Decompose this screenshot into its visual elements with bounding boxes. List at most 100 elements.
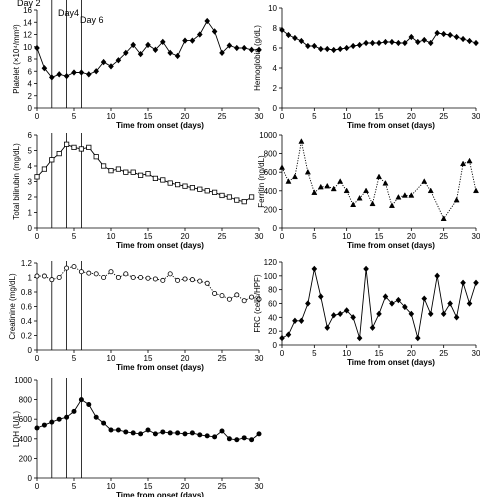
data-point [41, 65, 48, 72]
data-point [34, 273, 40, 279]
y-tick-label: 0 [273, 224, 278, 233]
data-point [145, 427, 151, 433]
x-tick-label: 10 [342, 349, 351, 358]
data-point [292, 317, 298, 324]
data-point [175, 277, 181, 283]
data-point [350, 314, 356, 321]
data-point [174, 181, 181, 188]
y-tick-label: 2 [28, 92, 33, 101]
data-point [343, 44, 350, 52]
series-line [281, 141, 477, 220]
data-point [108, 427, 114, 433]
data-point [279, 334, 285, 342]
series-line [36, 20, 259, 78]
data-point [41, 273, 47, 279]
chart-panel-ldh: 0 200 400 600 800 1000 0 5 10 15 20 25 30 Time from o… [12, 376, 264, 497]
y-tick-label: 20 [268, 327, 277, 336]
data-point [64, 414, 70, 420]
y-tick-label: 5 [28, 147, 33, 156]
x-tick-label: 10 [342, 112, 351, 121]
x-axis-label: Time from onset (days) [116, 241, 204, 250]
data-point [108, 168, 114, 174]
chart-panel-bilirubin: 0 1 2 3 4 5 6 0 5 10 15 20 25 30 Time from onset (days… [12, 131, 264, 250]
data-point [363, 39, 369, 47]
data-point [291, 173, 298, 180]
data-point [159, 38, 166, 46]
x-tick-label: 10 [107, 354, 116, 363]
data-point [108, 63, 114, 70]
data-point [350, 201, 357, 207]
data-point [182, 37, 188, 44]
data-point [219, 192, 225, 199]
data-point [189, 277, 195, 283]
data-point [137, 172, 144, 178]
data-point [197, 432, 203, 438]
x-tick-label: 25 [439, 112, 448, 121]
data-point [182, 276, 188, 282]
data-point [226, 436, 232, 442]
data-point [343, 307, 350, 314]
x-axis-label: Time from onset (days) [347, 241, 435, 250]
data-point [86, 401, 92, 407]
data-point [389, 38, 395, 46]
data-point [167, 180, 173, 186]
data-point [160, 429, 166, 435]
data-point [167, 49, 174, 57]
data-point [427, 187, 434, 194]
data-point [440, 30, 447, 38]
data-point [292, 34, 298, 42]
x-tick-label: 25 [218, 112, 227, 121]
data-point [138, 274, 144, 280]
data-point [256, 46, 262, 53]
data-point [473, 279, 479, 286]
data-point [369, 39, 376, 47]
data-point [101, 163, 107, 169]
chart-panel-creatinine: 0 0.2 0.4 0.6 0.8 1 1.2 0 5 10 15 20 25 30 Time from o… [8, 259, 264, 372]
series-line [36, 398, 260, 441]
data-point [34, 174, 40, 180]
data-point [434, 272, 441, 279]
x-axis-label: Time from onset (days) [347, 358, 435, 367]
data-point [330, 185, 337, 192]
data-point [375, 173, 383, 180]
x-axis-label: Time from onset (days) [347, 121, 435, 130]
data-point [356, 41, 363, 49]
series-line [37, 266, 260, 302]
data-point [174, 52, 181, 60]
data-point [152, 175, 158, 181]
x-tick-label: 0 [35, 232, 40, 241]
data-point [421, 295, 428, 302]
x-tick-label: 20 [407, 112, 416, 121]
y-tick-label: 1000 [259, 131, 277, 140]
data-point [279, 26, 285, 34]
x-tick-label: 20 [407, 349, 416, 358]
data-point [86, 270, 92, 276]
x-tick-label: 15 [144, 112, 153, 121]
data-point [305, 42, 311, 50]
data-point [356, 194, 363, 201]
data-point [219, 428, 225, 434]
x-tick-label: 5 [72, 232, 77, 241]
data-point [401, 192, 408, 198]
data-point [447, 31, 453, 39]
data-point [93, 414, 99, 420]
data-point [219, 293, 225, 299]
data-point [64, 265, 70, 271]
data-point [34, 425, 40, 431]
y-tick-label: 4 [28, 162, 33, 171]
data-point [337, 310, 344, 318]
data-point [101, 274, 107, 280]
x-tick-label: 20 [407, 232, 416, 241]
y-tick-label: 120 [264, 258, 278, 267]
data-point [241, 435, 247, 441]
series-line [281, 268, 477, 339]
x-tick-label: 30 [255, 112, 264, 121]
data-point [376, 39, 382, 47]
y-tick-label: 8 [273, 24, 278, 33]
data-point [137, 50, 144, 58]
x-tick-label: 5 [312, 349, 317, 358]
x-axis-label: Time from onset (days) [116, 491, 204, 497]
data-point [408, 310, 415, 318]
data-point [115, 57, 122, 64]
data-point [160, 277, 166, 283]
